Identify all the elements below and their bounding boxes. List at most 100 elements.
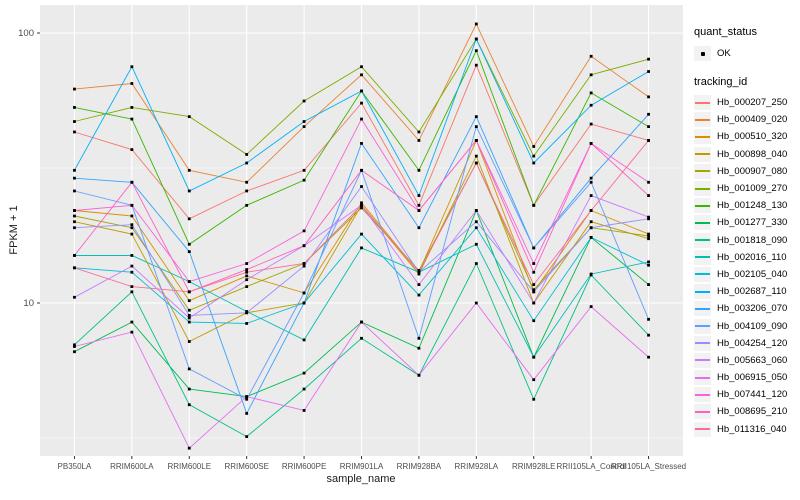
data-point xyxy=(647,112,650,116)
data-point xyxy=(187,217,191,221)
legend-title-tracking-id: tracking_id xyxy=(694,76,748,88)
data-point xyxy=(360,246,363,250)
data-point xyxy=(474,242,478,246)
data-point xyxy=(647,217,650,221)
data-point xyxy=(360,336,363,340)
legend-key-line-icon xyxy=(694,215,711,231)
x-tick-label: RRII105LA_Stressed xyxy=(611,462,686,471)
data-point xyxy=(532,355,536,359)
legend-key-line-icon xyxy=(694,266,711,282)
data-point xyxy=(130,106,134,109)
data-point xyxy=(130,82,134,85)
legend-item: Hb_001277_330 xyxy=(694,214,798,231)
legend-item-label: Hb_001818_090 xyxy=(717,234,788,246)
data-point xyxy=(589,235,593,239)
legend-item: Hb_001818_090 xyxy=(694,232,798,249)
y-tick-label: 100 xyxy=(18,28,34,39)
data-point xyxy=(130,264,134,268)
legend-item-label: Hb_002016_110 xyxy=(717,251,787,263)
data-point xyxy=(474,49,478,53)
data-point xyxy=(647,333,650,337)
data-point xyxy=(647,95,650,99)
legend-item-label: Hb_002105_040 xyxy=(717,268,788,280)
data-point xyxy=(73,209,76,212)
data-point xyxy=(245,311,249,315)
data-point xyxy=(187,189,191,193)
legend-item: Hb_011316_040 xyxy=(694,421,798,438)
legend-key-line-icon xyxy=(694,404,711,420)
legend-item-label: Hb_004254_120 xyxy=(717,337,788,349)
data-point xyxy=(589,122,593,126)
data-point xyxy=(302,178,306,182)
data-point xyxy=(589,142,593,145)
black-point-marker-icon xyxy=(694,45,711,61)
legend-item: Hb_000907_080 xyxy=(694,163,798,180)
data-point xyxy=(647,234,650,238)
legend-key-line-icon xyxy=(694,301,711,317)
data-point xyxy=(73,106,76,109)
data-point xyxy=(647,263,650,267)
data-point xyxy=(73,295,76,299)
legend-item-label: Hb_011316_040 xyxy=(717,423,787,435)
data-point xyxy=(532,246,536,250)
legend-key-line-icon xyxy=(694,112,711,128)
data-point xyxy=(245,278,249,282)
data-point xyxy=(187,290,191,294)
data-point xyxy=(474,220,478,224)
data-point xyxy=(187,367,191,371)
data-point xyxy=(73,87,76,91)
data-point xyxy=(245,161,249,165)
legend-key-line-icon xyxy=(694,387,711,403)
data-point xyxy=(130,223,134,227)
data-point xyxy=(130,290,134,294)
data-point xyxy=(647,237,650,241)
legend-item-label: Hb_000409_020 xyxy=(717,114,788,126)
data-point xyxy=(589,176,593,180)
data-point xyxy=(73,120,76,123)
data-point xyxy=(474,139,478,142)
data-point xyxy=(302,264,306,268)
x-tick-label: PB350LA xyxy=(58,462,92,471)
data-point xyxy=(187,250,191,254)
data-point xyxy=(474,161,478,165)
data-point xyxy=(417,209,421,212)
data-point xyxy=(474,209,478,212)
legend-key-line-icon xyxy=(694,370,711,386)
data-point xyxy=(73,176,76,180)
legend-item: Hb_000409_020 xyxy=(694,111,798,128)
x-tick-label: RRIM600SE xyxy=(224,462,268,471)
legend-key-line-icon xyxy=(694,318,711,334)
data-point xyxy=(302,371,306,375)
data-point xyxy=(474,37,478,41)
data-point xyxy=(589,194,593,197)
x-tick-label: RRIM600LA xyxy=(110,462,154,471)
data-point xyxy=(187,316,191,320)
data-point xyxy=(302,244,306,248)
data-point xyxy=(302,168,306,172)
legend-item-label: Hb_001009_270 xyxy=(717,183,788,195)
legend-item-label: Hb_007441_120 xyxy=(717,389,788,401)
legend-key-line-icon xyxy=(694,335,711,351)
legend-item-label: Hb_005663_060 xyxy=(717,354,788,366)
legend-item: Hb_005663_060 xyxy=(694,352,798,369)
data-point xyxy=(187,242,191,246)
data-point xyxy=(245,274,249,278)
data-point xyxy=(130,270,134,274)
data-point xyxy=(245,395,249,399)
data-point xyxy=(73,189,76,193)
data-point xyxy=(532,154,536,158)
data-point xyxy=(187,308,191,312)
data-point xyxy=(474,115,478,119)
data-point xyxy=(532,301,536,305)
x-tick-label: RRIM928LE xyxy=(512,462,556,471)
data-point xyxy=(532,319,536,323)
data-point xyxy=(302,387,306,391)
legend-item-label: Hb_000207_250 xyxy=(717,97,788,109)
data-point xyxy=(245,189,249,193)
data-point xyxy=(647,283,650,286)
data-point xyxy=(302,120,306,123)
data-point xyxy=(360,232,363,236)
data-point xyxy=(245,435,249,439)
data-point xyxy=(130,320,134,324)
